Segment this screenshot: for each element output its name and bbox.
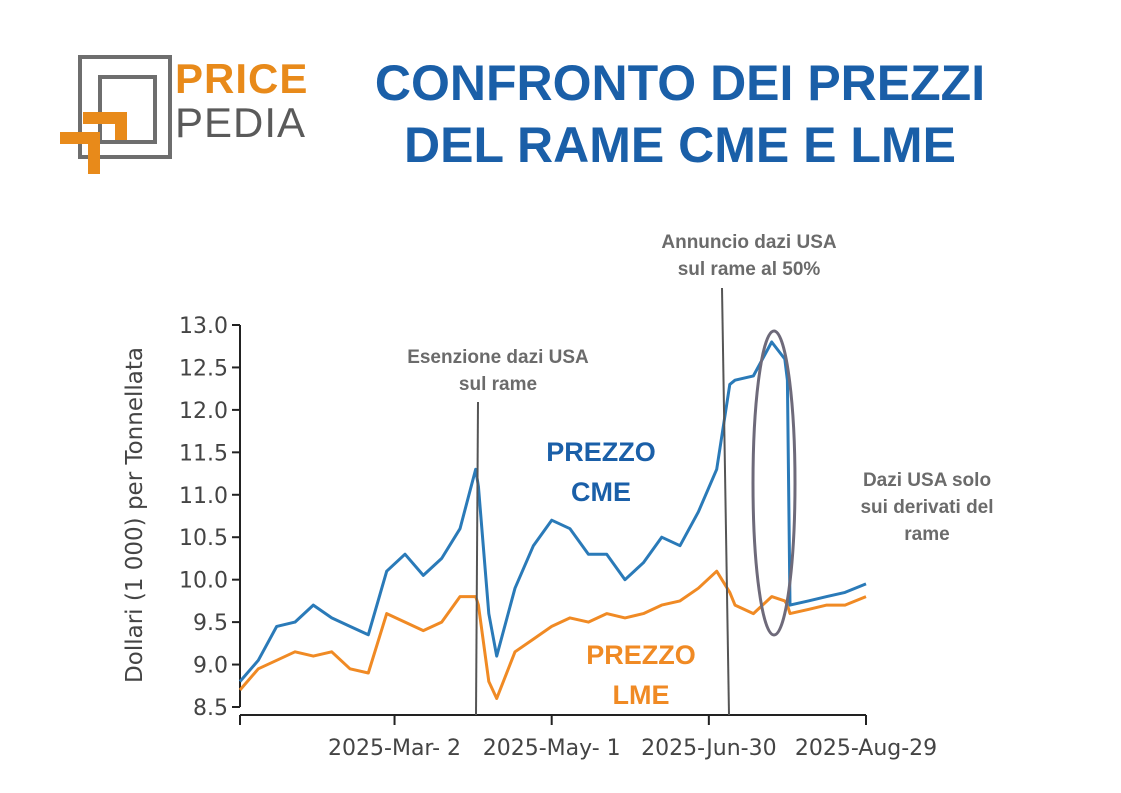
annuncio-annotation-text: Annuncio dazi USA — [661, 232, 837, 253]
esenzione-annotation-text: Esenzione dazi USA — [407, 347, 589, 368]
chart-title-line-2: DEL RAME CME E LME — [404, 117, 956, 173]
chart-title: CONFRONTO DEI PREZZI DEL RAME CME E LME — [320, 52, 1040, 176]
logo-text-price: PRICE — [175, 55, 309, 102]
derivati-annotation-text: Dazi USA solo — [863, 470, 991, 491]
derivati-annotation-text: rame — [904, 524, 949, 545]
series-layer — [238, 340, 867, 700]
lme-series-label: LME — [613, 680, 670, 710]
annuncio-marker-line — [721, 287, 730, 716]
esenzione-marker-line — [475, 401, 479, 716]
y-axis-label: Dollari (1 000) per Tonnellata — [122, 347, 148, 683]
logo-text-pedia: PEDIA — [175, 99, 307, 146]
lme-series-line — [238, 569, 867, 700]
annuncio-annotation-text: sul rame al 50% — [678, 259, 821, 280]
x-tick-label: 2025-May- 1 — [483, 736, 621, 761]
logo-squares-icon — [60, 55, 172, 174]
y-tick-label: 9.0 — [193, 654, 228, 679]
y-tick-label: 13.0 — [179, 314, 228, 339]
y-tick-label: 12.0 — [179, 399, 228, 424]
annotation-layer: Esenzione dazi USA sul rame Annuncio dazi … — [407, 232, 994, 716]
y-tick-label: 9.5 — [193, 611, 228, 636]
x-tick-label: 2025-Aug-29 — [795, 736, 937, 761]
x-tick-label: 2025-Jun-30 — [641, 736, 776, 761]
y-tick-label: 12.5 — [179, 356, 228, 381]
y-tick-label: 11.5 — [179, 441, 228, 466]
cme-series-label: CME — [571, 477, 631, 507]
cme-series-label: PREZZO — [546, 437, 656, 467]
x-tick-label: 2025-Mar- 2 — [328, 736, 461, 761]
y-tick-label: 8.5 — [193, 696, 228, 721]
pricepedia-logo: PRICE PEDIA — [55, 52, 325, 182]
y-tick-label: 11.0 — [179, 484, 228, 509]
y-tick-label: 10.5 — [179, 526, 228, 551]
highlight-ellipse — [751, 329, 797, 637]
chart-axes: 8.5 9.0 9.5 10.0 10.5 11.0 11.5 12.0 12.5 13.0 202… — [122, 314, 937, 761]
esenzione-annotation-text: sul rame — [459, 374, 537, 395]
chart-title-line-1: CONFRONTO DEI PREZZI — [374, 55, 986, 111]
derivati-annotation-text: sui derivati del — [860, 497, 993, 518]
y-tick-label: 10.0 — [179, 569, 228, 594]
cme-series-line — [238, 340, 867, 683]
lme-series-label: PREZZO — [586, 640, 696, 670]
